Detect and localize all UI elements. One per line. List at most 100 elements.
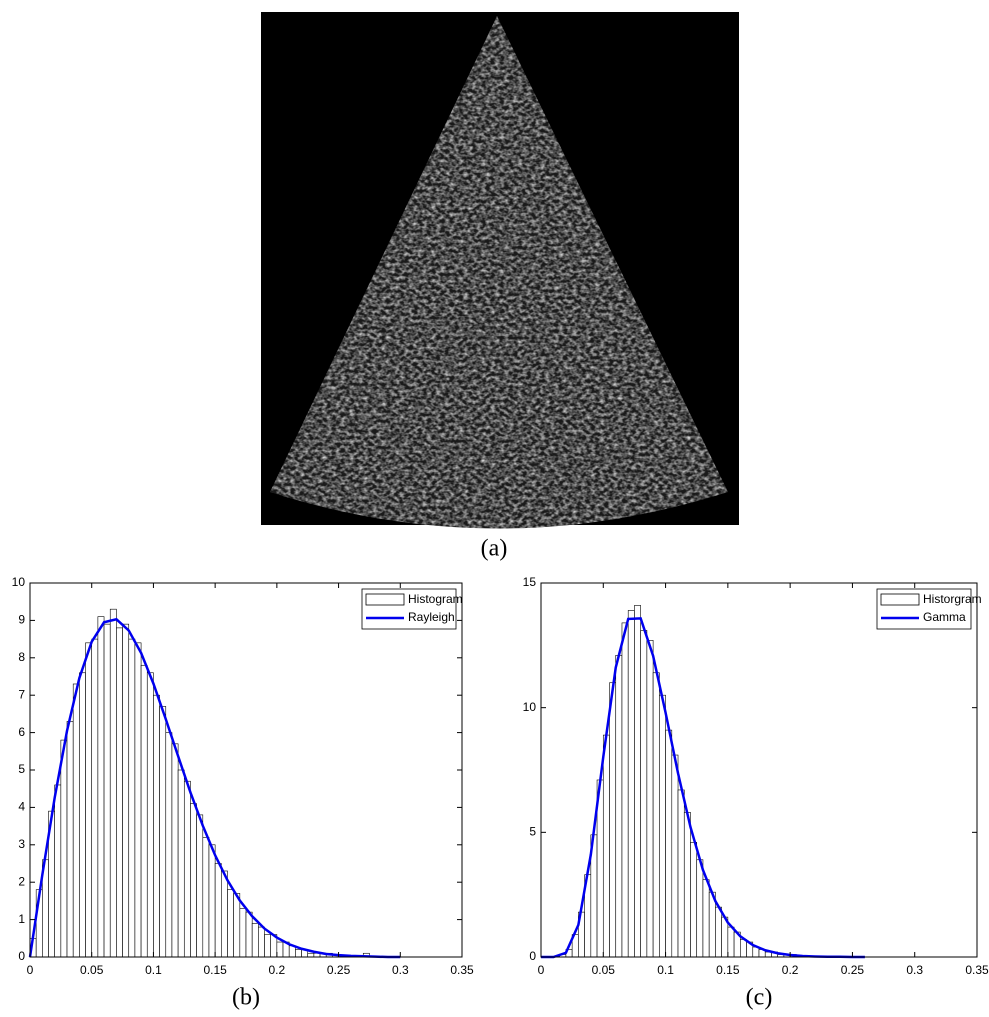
histogram-bar <box>652 672 660 958</box>
histogram-bar <box>221 870 228 958</box>
histogram-bar <box>66 721 74 958</box>
histogram-bar <box>239 908 247 958</box>
histogram-bar <box>740 939 747 958</box>
legend-swatch <box>880 593 920 606</box>
histogram-bar <box>140 664 148 958</box>
histogram-bar <box>208 844 216 958</box>
y-tick-label: 8 <box>18 650 25 664</box>
histogram-bar <box>97 616 105 958</box>
histogram-bar <box>122 623 130 958</box>
histogram-bar <box>276 941 284 958</box>
y-tick-label: 6 <box>18 725 25 739</box>
histogram-bar <box>665 729 673 958</box>
histogram-bar <box>659 694 666 958</box>
x-tick-label: 0.05 <box>592 963 616 977</box>
histogram-bar <box>677 789 685 958</box>
caption: (b) <box>232 985 260 1011</box>
histogram-bar <box>245 911 253 958</box>
histogram-bar <box>171 743 179 958</box>
histogram-bar <box>196 814 204 958</box>
x-tick-label: 0.25 <box>327 963 351 977</box>
x-tick-label: 0.25 <box>841 963 865 977</box>
histogram-bar <box>54 784 62 958</box>
histogram-bar <box>91 638 99 958</box>
y-tick-label: 4 <box>18 800 25 814</box>
legend-label: Gamma <box>923 610 966 624</box>
x-tick-label: 0.2 <box>269 963 286 977</box>
histogram-bar <box>646 640 654 958</box>
histogram-bar <box>85 642 93 958</box>
x-tick-label: 0.3 <box>392 963 409 977</box>
y-tick-label: 0 <box>529 949 536 963</box>
legend-label: Historgram <box>923 592 982 606</box>
histogram-bar <box>615 655 623 958</box>
histogram-bar <box>227 889 234 958</box>
histogram-bar <box>146 672 154 958</box>
x-tick-label: 0.15 <box>203 963 227 977</box>
y-tick-label: 10 <box>523 700 537 714</box>
legend-swatch <box>365 593 405 606</box>
histogram-bar <box>183 780 191 958</box>
histogram-bar <box>177 769 185 958</box>
histogram-bar <box>233 893 241 958</box>
histogram-bar <box>715 906 722 958</box>
histogram-bar <box>634 605 641 958</box>
histogram-bar <box>190 803 197 958</box>
x-tick-label: 0.2 <box>782 963 799 977</box>
histogram-bar <box>683 812 691 958</box>
histogram-bar <box>690 842 698 958</box>
axes-box <box>540 582 978 958</box>
histogram-bar <box>214 863 222 958</box>
x-tick-label: 0.1 <box>145 963 162 977</box>
x-tick-label: 0.35 <box>450 963 474 977</box>
y-tick-label: 10 <box>12 575 26 589</box>
histogram-bar <box>671 754 679 958</box>
histogram-bar <box>627 610 635 958</box>
histogram-bar <box>609 682 617 958</box>
y-tick-label: 3 <box>18 837 25 851</box>
histogram-bar <box>295 949 302 958</box>
histogram-bar <box>621 622 629 958</box>
caption: (c) <box>746 985 773 1011</box>
histogram-bar <box>696 859 704 958</box>
y-tick-label: 9 <box>18 613 25 627</box>
histogram-bar <box>307 952 315 958</box>
y-tick-label: 2 <box>18 874 25 888</box>
y-tick-label: 7 <box>18 687 25 701</box>
x-tick-label: 0.1 <box>657 963 674 977</box>
x-tick-label: 0 <box>538 963 545 977</box>
y-tick-label: 1 <box>18 912 25 926</box>
histogram-bar <box>159 706 167 958</box>
caption: (a) <box>481 536 508 562</box>
x-tick-label: 0.05 <box>80 963 104 977</box>
histogram-bar <box>258 926 265 958</box>
histogram-bar <box>109 608 117 958</box>
x-tick-label: 0.35 <box>965 963 989 977</box>
histogram-bar <box>116 627 123 958</box>
histogram-bar <box>264 934 271 958</box>
histogram-bar <box>251 923 259 958</box>
histogram-bar <box>165 732 173 958</box>
histogram-bar <box>640 630 648 958</box>
legend-label: Histogram <box>408 592 463 606</box>
y-tick-label: 5 <box>529 825 536 839</box>
histogram-bar <box>727 926 735 958</box>
x-tick-label: 0.15 <box>716 963 740 977</box>
histogram-bar <box>72 683 80 958</box>
x-tick-label: 0.3 <box>906 963 923 977</box>
histogram-bar <box>103 623 111 958</box>
histogram-bar <box>202 837 210 958</box>
legend-label: Rayleigh <box>408 610 455 624</box>
histogram-bar <box>60 739 68 958</box>
x-tick-label: 0 <box>27 963 34 977</box>
histogram-bar <box>602 734 610 958</box>
histogram-bar <box>134 642 142 958</box>
histogram-bar <box>702 879 710 958</box>
y-tick-label: 15 <box>523 575 537 589</box>
histogram-bar <box>79 672 86 958</box>
fit-curve <box>541 617 865 959</box>
y-tick-label: 5 <box>18 762 25 776</box>
y-tick-label: 0 <box>18 949 25 963</box>
